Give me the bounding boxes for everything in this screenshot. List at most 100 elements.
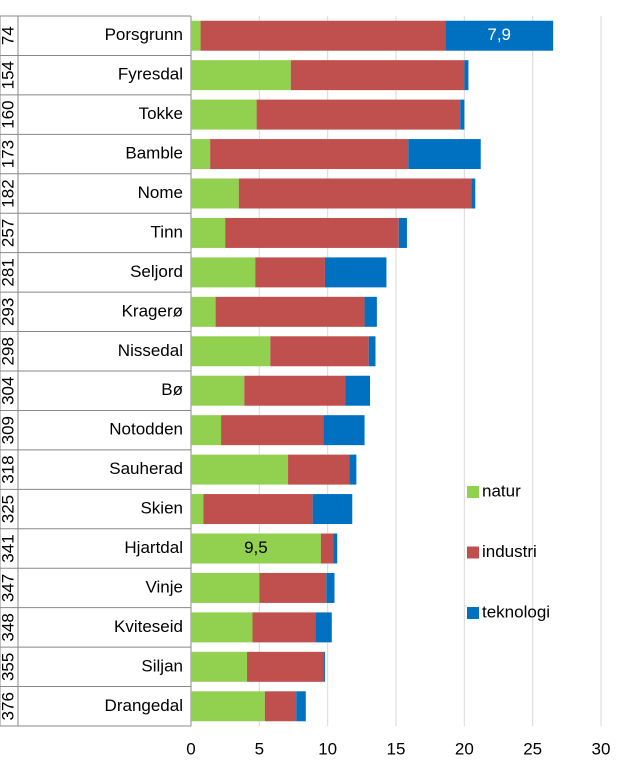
bar-segment <box>252 612 316 643</box>
bar-segment <box>259 572 327 603</box>
data-label: 7,9 <box>487 25 511 44</box>
group-label: 257 <box>0 219 17 247</box>
legend-label: teknologi <box>482 602 550 621</box>
bar-segment <box>191 494 204 525</box>
bar-segment <box>471 178 476 209</box>
bar-segment <box>368 336 376 367</box>
y-tick-label: Nome <box>138 183 183 202</box>
group-label: 355 <box>0 653 17 681</box>
group-label: 348 <box>0 613 17 641</box>
bar-segment <box>288 454 350 485</box>
bar-segment <box>408 139 481 170</box>
y-tick-label: Fyresdal <box>118 65 183 84</box>
bar-segment <box>191 178 239 209</box>
legend-label: industri <box>482 542 537 561</box>
bar-segment <box>215 296 365 327</box>
legend-swatch <box>467 546 479 559</box>
y-tick-label: Hjartdal <box>124 538 183 557</box>
bar-segment <box>445 20 554 51</box>
group-label: 160 <box>0 100 17 128</box>
bar-segment <box>191 454 289 485</box>
y-tick-label: Skien <box>140 499 183 518</box>
bar-segment <box>324 257 387 288</box>
y-tick-label: Porsgrunn <box>105 25 183 44</box>
legend-swatch <box>467 486 479 498</box>
bar-segment <box>191 572 260 603</box>
bar-segment <box>191 99 257 130</box>
y-tick-label: Drangedal <box>105 696 183 715</box>
bar-segment <box>191 139 211 170</box>
group-label: 309 <box>0 416 17 444</box>
bar-segment <box>191 60 291 91</box>
x-tick-label: 25 <box>523 739 542 758</box>
bar-segment <box>210 139 409 170</box>
group-label: 281 <box>0 258 17 286</box>
bar-segment <box>349 454 357 485</box>
group-label: 74 <box>0 26 17 45</box>
bar-segment <box>191 20 201 51</box>
bar-segment <box>200 20 446 51</box>
bar-segment <box>247 651 324 682</box>
bar-segment <box>345 375 371 406</box>
y-tick-label: Seljord <box>130 262 183 281</box>
bar-segment <box>191 217 226 248</box>
bar-segment <box>191 415 222 446</box>
bar-segment <box>238 178 472 209</box>
y-tick-label: Vinje <box>146 577 184 596</box>
y-tick-label: Tinn <box>151 222 183 241</box>
group-label: 173 <box>0 140 17 168</box>
bar-segment <box>323 651 325 682</box>
bar-segment <box>256 99 461 130</box>
bar-segment <box>191 336 271 367</box>
bar-segment <box>315 612 332 643</box>
y-tick-label: Bamble <box>125 144 183 163</box>
y-tick-label: Nissedal <box>118 341 183 360</box>
y-tick-label: Tokke <box>139 104 183 123</box>
bar-segment <box>290 60 465 91</box>
y-tick-label: Kviteseid <box>114 617 183 636</box>
bar-segment <box>191 257 256 288</box>
legend-label: natur <box>482 481 521 500</box>
bar-segment <box>191 691 265 722</box>
group-label: 341 <box>0 534 17 562</box>
y-tick-label: Sauherad <box>109 459 183 478</box>
bar-segment <box>312 494 353 525</box>
bar-segment <box>191 533 321 564</box>
x-tick-label: 15 <box>387 739 406 758</box>
x-tick-label: 20 <box>455 739 474 758</box>
x-tick-label: 0 <box>186 739 195 758</box>
x-tick-label: 10 <box>318 739 337 758</box>
bar-segment <box>398 217 407 248</box>
bar-segment <box>460 99 465 130</box>
bar-segment <box>320 533 334 564</box>
group-label: 347 <box>0 574 17 602</box>
x-tick-label: 5 <box>255 739 264 758</box>
y-tick-label: Siljan <box>141 656 183 675</box>
bar-segment <box>326 572 335 603</box>
x-tick-label: 30 <box>592 739 611 758</box>
y-tick-label: Bø <box>161 380 183 399</box>
bar-segment <box>191 612 253 643</box>
bar-segment <box>255 257 325 288</box>
group-label: 182 <box>0 179 17 207</box>
bar-segment <box>191 375 245 406</box>
bar-segment <box>225 217 399 248</box>
bar-segment <box>364 296 377 327</box>
bar-segment <box>244 375 346 406</box>
group-label: 298 <box>0 337 17 365</box>
bar-segment <box>191 651 248 682</box>
bar-segment <box>333 533 338 564</box>
bar-segment <box>323 415 365 446</box>
data-label: 9,5 <box>244 538 268 557</box>
bar-segment <box>191 296 216 327</box>
group-label: 376 <box>0 692 17 720</box>
group-label: 304 <box>0 377 17 405</box>
bar-segment <box>264 691 297 722</box>
y-tick-label: Kragerø <box>122 301 183 320</box>
group-label: 325 <box>0 495 17 523</box>
bar-segment <box>270 336 369 367</box>
bar-segment <box>203 494 313 525</box>
group-label: 154 <box>0 61 17 89</box>
group-label: 318 <box>0 455 17 483</box>
